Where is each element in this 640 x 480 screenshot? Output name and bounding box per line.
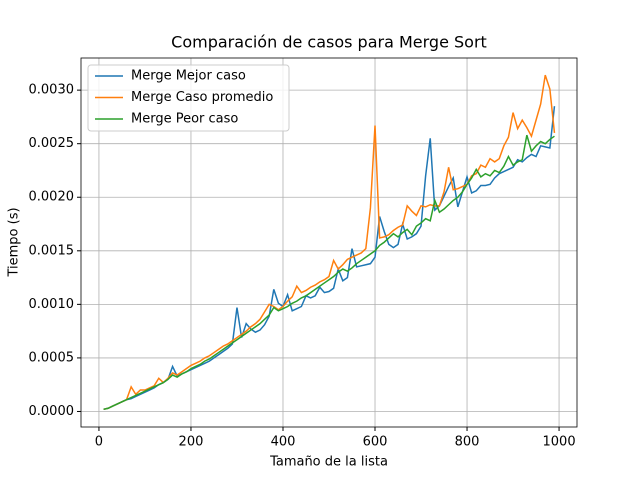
x-tick-label: 0	[95, 435, 103, 450]
x-tick-label: 600	[363, 435, 388, 450]
legend: Merge Mejor caso Merge Caso promedio Merge…	[87, 64, 290, 132]
y-tick-label: 0.0015	[29, 243, 75, 258]
chart-title: Comparación de casos para Merge Sort	[171, 33, 487, 52]
y-tick-label: 0.0010	[29, 297, 75, 312]
y-tick-label: 0.0000	[29, 404, 75, 419]
legend-label: Merge Peor caso	[131, 112, 238, 127]
y-tick-label: 0.0030	[29, 83, 75, 98]
y-tick-label: 0.0025	[29, 136, 75, 151]
series-line	[103, 134, 555, 411]
series-line	[103, 106, 556, 411]
plot-frame	[80, 57, 578, 428]
x-axis-label: Tamaño de la lista	[269, 455, 388, 470]
legend-label: Merge Mejor caso	[131, 69, 246, 84]
x-tick-label: 200	[179, 435, 204, 450]
y-tick-label: 0.0005	[29, 350, 75, 365]
y-tick-label: 0.0020	[29, 190, 75, 205]
y-axis-label: Tiempo (s)	[7, 207, 22, 277]
x-tick-label: 1000	[543, 435, 576, 450]
x-tick-label: 800	[455, 435, 480, 450]
series-line	[103, 74, 556, 411]
legend-label: Merge Caso promedio	[131, 90, 273, 105]
x-tick-label: 400	[271, 435, 296, 450]
legend-box	[87, 64, 290, 132]
